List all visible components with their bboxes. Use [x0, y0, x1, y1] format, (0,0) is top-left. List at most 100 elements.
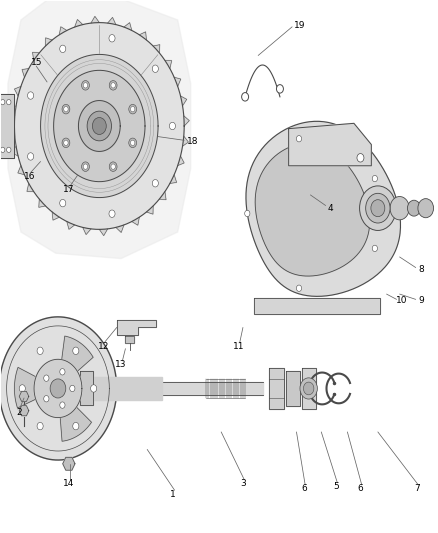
- Circle shape: [50, 379, 66, 398]
- Circle shape: [297, 135, 302, 142]
- Text: 1: 1: [170, 490, 176, 499]
- Circle shape: [44, 395, 49, 402]
- Polygon shape: [41, 54, 158, 198]
- Text: 12: 12: [98, 342, 110, 351]
- Circle shape: [19, 385, 25, 392]
- Polygon shape: [14, 367, 40, 408]
- Circle shape: [60, 402, 65, 408]
- Polygon shape: [14, 22, 184, 229]
- Polygon shape: [255, 143, 370, 276]
- Text: 19: 19: [294, 21, 305, 30]
- Circle shape: [371, 200, 385, 216]
- Circle shape: [83, 83, 88, 88]
- Circle shape: [418, 199, 434, 217]
- Circle shape: [245, 211, 250, 216]
- Circle shape: [83, 164, 88, 169]
- Polygon shape: [14, 86, 21, 96]
- Circle shape: [109, 162, 117, 172]
- Polygon shape: [139, 32, 146, 40]
- Polygon shape: [74, 20, 83, 27]
- Polygon shape: [52, 212, 59, 220]
- Text: 10: 10: [396, 296, 407, 305]
- Circle shape: [152, 65, 159, 72]
- Circle shape: [73, 347, 79, 354]
- Circle shape: [109, 210, 115, 217]
- Polygon shape: [8, 0, 191, 259]
- Circle shape: [0, 147, 5, 152]
- Circle shape: [152, 180, 159, 187]
- Text: 15: 15: [31, 58, 42, 67]
- Polygon shape: [165, 60, 172, 69]
- Text: 11: 11: [233, 342, 244, 351]
- Polygon shape: [91, 17, 99, 23]
- Text: 3: 3: [240, 479, 246, 488]
- Text: 13: 13: [115, 360, 127, 369]
- Circle shape: [28, 92, 34, 99]
- Polygon shape: [59, 27, 67, 35]
- Circle shape: [92, 117, 106, 134]
- Polygon shape: [46, 38, 52, 46]
- Text: 16: 16: [24, 172, 35, 181]
- Circle shape: [170, 122, 176, 130]
- Text: 7: 7: [414, 483, 420, 492]
- Polygon shape: [289, 123, 371, 166]
- Text: 4: 4: [327, 204, 333, 213]
- Text: 14: 14: [63, 479, 74, 488]
- Polygon shape: [108, 18, 116, 25]
- Circle shape: [0, 100, 5, 105]
- Polygon shape: [22, 69, 29, 77]
- Circle shape: [297, 285, 302, 292]
- Circle shape: [64, 107, 68, 112]
- Text: 8: 8: [418, 265, 424, 273]
- Circle shape: [60, 199, 66, 207]
- Polygon shape: [0, 317, 117, 460]
- Polygon shape: [254, 298, 380, 314]
- Circle shape: [129, 104, 137, 114]
- Circle shape: [390, 197, 409, 220]
- Polygon shape: [67, 222, 74, 229]
- Circle shape: [129, 138, 137, 148]
- Polygon shape: [170, 175, 177, 183]
- Circle shape: [37, 347, 43, 354]
- Circle shape: [37, 422, 43, 430]
- Text: 9: 9: [418, 296, 424, 305]
- Polygon shape: [174, 77, 181, 86]
- Circle shape: [91, 385, 97, 392]
- Polygon shape: [9, 126, 15, 136]
- Polygon shape: [180, 96, 187, 106]
- Circle shape: [70, 385, 75, 392]
- Polygon shape: [93, 382, 262, 395]
- Circle shape: [360, 186, 396, 230]
- Polygon shape: [53, 70, 145, 182]
- Polygon shape: [178, 156, 184, 166]
- Circle shape: [60, 45, 66, 53]
- Polygon shape: [60, 403, 92, 441]
- Circle shape: [111, 164, 115, 169]
- Polygon shape: [63, 457, 75, 470]
- Polygon shape: [93, 377, 162, 400]
- Polygon shape: [0, 94, 14, 158]
- Polygon shape: [39, 199, 46, 207]
- Text: 5: 5: [334, 482, 339, 491]
- Circle shape: [73, 422, 79, 430]
- Polygon shape: [286, 371, 300, 406]
- Polygon shape: [146, 206, 153, 214]
- Polygon shape: [132, 217, 139, 225]
- Polygon shape: [27, 183, 34, 191]
- Polygon shape: [99, 229, 108, 236]
- Circle shape: [44, 375, 49, 381]
- Circle shape: [366, 193, 390, 223]
- Polygon shape: [12, 146, 18, 156]
- Circle shape: [109, 80, 117, 90]
- Circle shape: [87, 111, 112, 141]
- Circle shape: [62, 104, 70, 114]
- Circle shape: [304, 382, 314, 395]
- Polygon shape: [117, 319, 156, 335]
- Text: 6: 6: [357, 483, 364, 492]
- Polygon shape: [159, 191, 166, 200]
- Polygon shape: [153, 45, 160, 53]
- Text: 17: 17: [63, 185, 74, 194]
- Text: 18: 18: [187, 138, 199, 147]
- Polygon shape: [61, 336, 93, 374]
- Polygon shape: [19, 391, 29, 401]
